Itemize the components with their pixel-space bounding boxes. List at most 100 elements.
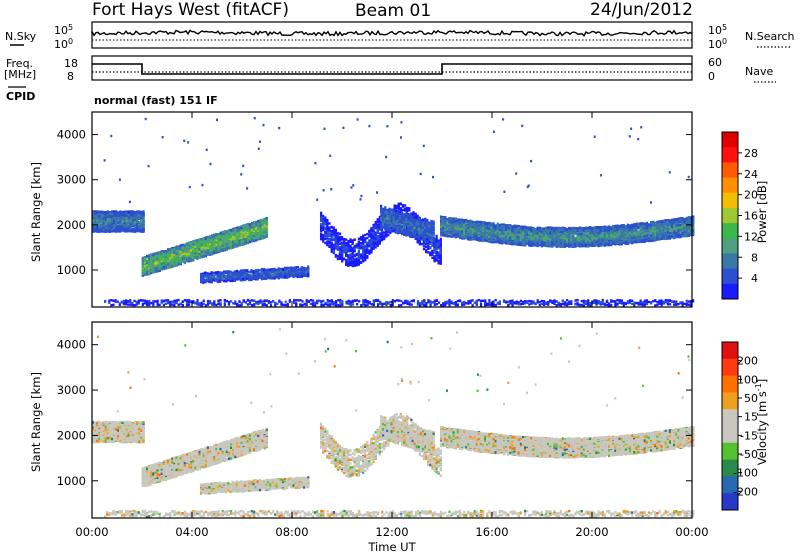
echo-cell xyxy=(253,224,255,226)
echo-cell xyxy=(211,252,213,254)
echo-cell xyxy=(126,223,128,225)
echo-cell xyxy=(201,255,203,257)
echo-cell xyxy=(215,274,217,276)
echo-cell xyxy=(105,227,107,229)
freq-trace xyxy=(92,64,692,74)
echo-cell xyxy=(132,228,134,230)
echo-cell xyxy=(150,267,152,269)
echo-cell xyxy=(217,236,219,238)
echo-cell xyxy=(324,218,326,220)
echo-cell xyxy=(305,268,307,270)
echo-cell xyxy=(262,219,264,221)
echo-cell xyxy=(292,267,294,269)
echo-cell xyxy=(307,274,309,276)
echo-cell xyxy=(163,251,165,253)
echo-cell xyxy=(111,215,113,217)
echo-cell xyxy=(96,212,98,214)
echo-cell xyxy=(150,255,152,257)
echo-cell xyxy=(246,269,248,271)
echo-cell xyxy=(159,259,161,261)
echo-cell xyxy=(248,271,250,273)
echo-cell xyxy=(152,262,154,264)
echo-cell xyxy=(113,222,115,224)
echo-cell xyxy=(105,214,107,216)
echo-cell xyxy=(278,275,280,277)
echo-cell xyxy=(171,259,173,261)
echo-cell xyxy=(265,269,267,271)
echo-cell xyxy=(175,259,177,261)
echo-cell xyxy=(286,273,288,275)
echo-cell xyxy=(228,245,230,247)
echo-cell xyxy=(157,255,159,257)
echo-cell xyxy=(255,274,257,276)
noise-left-tick-high: 105 xyxy=(54,23,73,37)
echo-cell xyxy=(157,262,159,264)
echo-cell xyxy=(217,248,219,250)
echo-cell xyxy=(132,214,134,216)
echo-cell xyxy=(107,211,109,213)
echo-cell xyxy=(94,228,96,230)
echo-cell xyxy=(209,250,211,252)
echo-cell xyxy=(98,216,100,218)
echo-cell xyxy=(188,250,190,252)
echo-cell xyxy=(146,255,148,257)
echo-cell xyxy=(119,228,121,230)
echo-cell xyxy=(105,218,107,220)
echo-cell xyxy=(264,219,266,221)
echo-cell xyxy=(282,269,284,271)
echo-cell xyxy=(201,238,203,240)
echo-cell xyxy=(247,224,249,226)
echo-cell xyxy=(259,225,261,227)
echo-cell xyxy=(117,230,119,232)
echo-cell xyxy=(232,233,234,235)
echo-cell xyxy=(163,262,165,264)
echo-cell xyxy=(146,271,148,273)
echo-cell xyxy=(190,246,192,248)
echo-cell xyxy=(157,258,159,260)
echo-cell xyxy=(175,253,177,255)
echo-cell xyxy=(242,269,244,271)
echo-cell xyxy=(178,247,180,249)
echo-cell xyxy=(161,265,163,267)
echo-cell xyxy=(326,235,328,237)
echo-cell xyxy=(215,244,217,246)
echo-cell xyxy=(251,239,253,241)
echo-cell xyxy=(243,230,245,232)
echo-cell xyxy=(152,253,154,255)
echo-cell xyxy=(227,272,229,274)
echo-cell xyxy=(213,275,215,277)
echo-cell xyxy=(130,213,132,215)
echo-cell xyxy=(150,262,152,264)
echo-cell xyxy=(207,239,209,241)
echo-cell xyxy=(255,239,257,241)
echo-cell xyxy=(222,236,224,238)
echo-cell xyxy=(236,277,238,279)
echo-cell xyxy=(215,271,217,273)
echo-cell xyxy=(251,223,253,225)
echo-cell xyxy=(186,249,188,251)
echo-cell xyxy=(152,257,154,259)
echo-cell xyxy=(107,228,109,230)
echo-cell xyxy=(182,246,184,248)
noise-left-tick-low: 100 xyxy=(54,37,73,51)
echo-cell xyxy=(292,269,294,271)
echo-cell xyxy=(115,228,117,230)
echo-cell xyxy=(261,268,263,270)
echo-cell xyxy=(259,238,261,240)
echo-cell xyxy=(126,220,128,222)
echo-cell xyxy=(142,225,144,227)
echo-cell xyxy=(247,233,249,235)
echo-cell xyxy=(262,237,264,239)
echo-cell xyxy=(117,218,119,220)
echo-cell xyxy=(134,226,136,228)
echo-cell xyxy=(234,229,236,231)
echo-cell xyxy=(215,233,217,235)
echo-cell xyxy=(220,250,222,252)
freq-tick-low: 8 xyxy=(67,70,74,83)
echo-cell xyxy=(259,232,261,234)
echo-cell xyxy=(326,237,328,239)
echo-cell xyxy=(211,248,213,250)
date-label: 24/Jun/2012 xyxy=(590,0,693,20)
echo-cell xyxy=(194,246,196,248)
echo-cell xyxy=(265,276,267,278)
